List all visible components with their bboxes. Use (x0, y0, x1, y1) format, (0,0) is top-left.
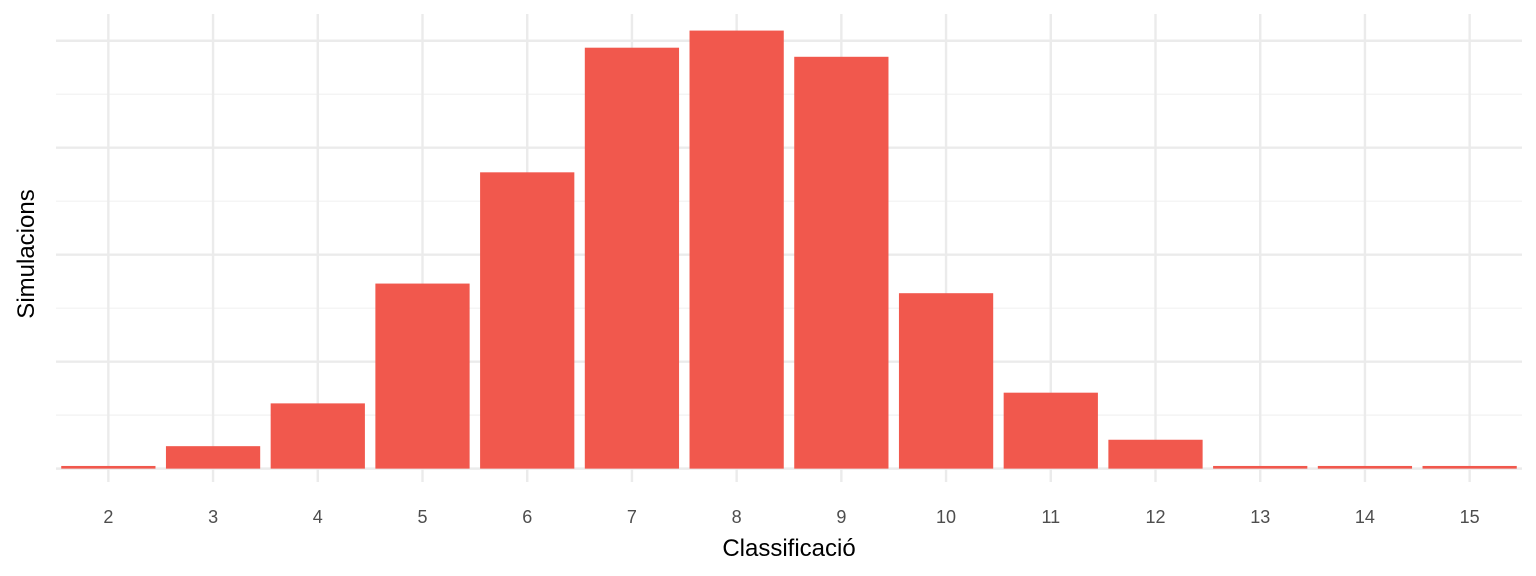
x-axis-title: Classificació (722, 535, 855, 562)
x-tick-label-13: 13 (1250, 507, 1270, 527)
bar-12 (1108, 439, 1203, 469)
x-tick-label-11: 11 (1041, 507, 1060, 527)
bar-8 (689, 30, 784, 469)
x-tick-label-15: 15 (1460, 507, 1480, 527)
bar-3 (165, 446, 261, 469)
bar-series (61, 30, 1517, 469)
x-tick-label-12: 12 (1145, 507, 1165, 527)
x-tick-label-2: 2 (103, 507, 113, 527)
bar-14 (1317, 465, 1413, 469)
bar-11 (1003, 392, 1098, 469)
x-tick-label-8: 8 (732, 507, 742, 527)
x-tick-label-5: 5 (417, 507, 427, 527)
x-tick-label-14: 14 (1355, 507, 1375, 527)
x-tick-label-9: 9 (836, 507, 846, 527)
bar-7 (584, 47, 680, 469)
x-tick-label-7: 7 (627, 507, 637, 527)
bar-4 (270, 403, 365, 469)
x-tick-labels: 2 3 4 5 6 7 8 9 10 11 12 13 14 15 (103, 507, 1479, 527)
bar-13 (1213, 465, 1308, 469)
y-axis-title: Simulacions (13, 189, 40, 318)
x-tick-label-3: 3 (208, 507, 218, 527)
bar-5 (375, 283, 470, 469)
x-tick-label-6: 6 (522, 507, 532, 527)
bar-6 (480, 172, 575, 469)
x-tick-label-4: 4 (313, 507, 323, 527)
bar-15 (1422, 465, 1517, 469)
bar-10 (898, 293, 994, 469)
bar-2 (61, 465, 156, 469)
bar-9 (794, 56, 889, 469)
x-tick-label-10: 10 (936, 507, 956, 527)
